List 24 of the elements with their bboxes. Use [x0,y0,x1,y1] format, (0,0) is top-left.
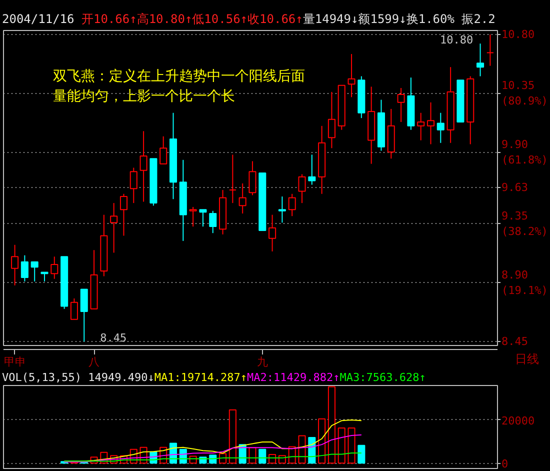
y-tick-label: 9.63 [502,180,528,194]
x-tick-label: 八 [88,356,100,368]
text: 开10.66↑高10.80↑低10.56↑收10.66↑ [81,12,303,26]
annotation: 量能均匀，上影一个比一个长 [52,88,235,104]
text: 量14949↓额1599↓换1.60% 振2.2 [302,12,496,26]
y-tick-label: 9.90 (61.8%) [502,138,548,166]
x-tick-label: 九 [256,356,268,368]
chart-title: VOL(5,13,55) 14949.490↓ [2,371,154,384]
chart-subtitle: 2004/11/16 [2,12,76,26]
y-tick-label: 8.90 (19.1%) [502,268,548,298]
text: MA1:19714.287↑ [154,371,248,384]
y-tick-label: 10.80 [502,28,535,41]
x-tick-label: 甲申 [4,356,26,368]
annotation: 10.80 [440,33,474,46]
y-tick-label: 0 [502,458,508,471]
annotation: 双飞燕：定义在上升趋势中一个阳线后面 [52,68,305,84]
annotation: 8.45 [100,332,127,345]
y-tick-label: 8.45 [502,335,528,348]
text: 日线 [515,352,539,366]
y-tick-label: 10.35 (80.9%) [502,78,548,108]
y-tick-label: 9.35 (38.2%) [502,210,548,238]
text: MA3:7563.628↑ [340,371,426,384]
text: MA2:11429.882↑ [247,371,340,384]
y-tick-label: 20000 [502,414,535,428]
